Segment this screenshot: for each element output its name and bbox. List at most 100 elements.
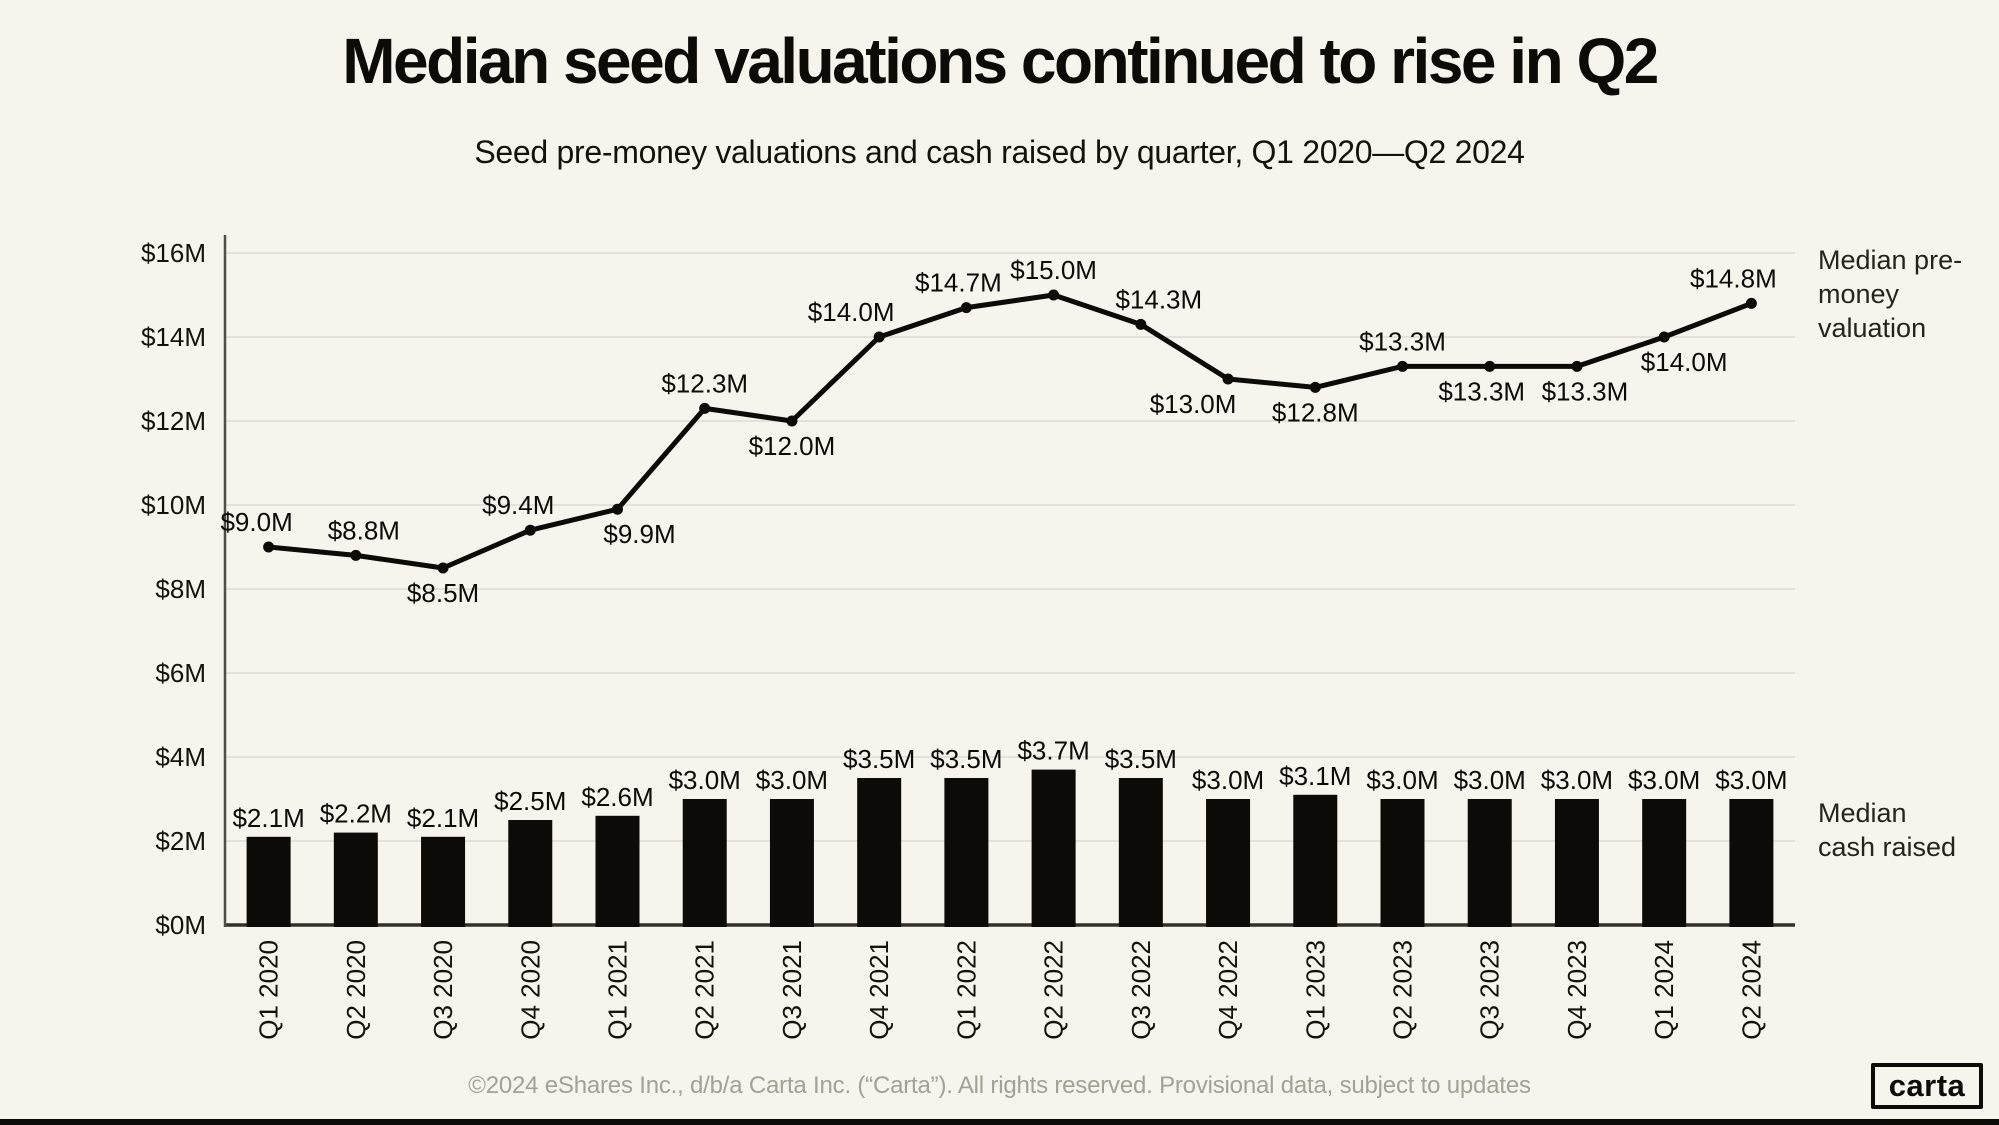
point-value-label: $9.4M: [482, 490, 554, 520]
data-point: [1658, 331, 1670, 343]
carta-logo: carta: [1871, 1063, 1983, 1109]
bar: [595, 815, 640, 927]
data-point: [960, 302, 972, 314]
point-value-label: $13.3M: [1438, 376, 1525, 406]
bar: [682, 799, 727, 927]
data-point: [1048, 289, 1060, 301]
bar-value-label: $3.0M: [1192, 765, 1264, 795]
y-tick-label: $12M: [141, 406, 206, 436]
bar-value-label: $3.5M: [843, 744, 915, 774]
bar: [421, 836, 466, 927]
data-point: [350, 549, 362, 561]
x-tick-label: Q4 2021: [864, 940, 894, 1040]
bar-value-label: $3.0M: [1628, 765, 1700, 795]
bar: [1293, 794, 1338, 927]
data-point: [263, 541, 275, 553]
bar-value-label: $3.7M: [1017, 736, 1089, 766]
x-tick-label: Q3 2022: [1126, 940, 1156, 1040]
y-tick-label: $0M: [155, 910, 206, 940]
x-tick-label: Q1 2021: [603, 940, 633, 1040]
point-value-label: $14.0M: [1641, 347, 1728, 377]
bar-value-label: $3.1M: [1279, 761, 1351, 791]
data-point: [1135, 318, 1147, 330]
data-point: [612, 503, 623, 515]
data-point: [524, 524, 536, 536]
chart-title: Median seed valuations continued to rise…: [342, 25, 1659, 97]
bar: [1380, 799, 1425, 927]
bar-value-label: $3.5M: [1105, 744, 1177, 774]
x-tick-label: Q2 2020: [341, 940, 371, 1040]
x-tick-label: Q4 2020: [515, 940, 545, 1040]
bar-value-label: $3.0M: [1366, 765, 1438, 795]
point-value-label: $14.0M: [808, 297, 895, 327]
bar-value-label: $3.0M: [1541, 765, 1613, 795]
bar: [333, 832, 378, 927]
x-tick-label: Q4 2022: [1213, 940, 1243, 1040]
data-point: [437, 562, 449, 574]
carta-logo-text: carta: [1888, 1068, 1966, 1103]
data-point: [1484, 360, 1496, 372]
point-value-label: $12.3M: [661, 368, 748, 398]
y-tick-label: $6M: [155, 658, 206, 688]
chart-subtitle: Seed pre-money valuations and cash raise…: [474, 134, 1525, 170]
y-tick-label: $4M: [155, 742, 206, 772]
bar: [246, 836, 291, 927]
x-tick-label: Q2 2023: [1388, 940, 1418, 1040]
data-point: [699, 402, 711, 414]
bar-value-label: $2.1M: [407, 803, 479, 833]
point-value-label: $12.8M: [1272, 397, 1359, 427]
bar: [1729, 799, 1774, 927]
point-value-label: $12.0M: [749, 431, 836, 461]
point-value-label: $9.0M: [220, 507, 292, 537]
point-value-label: $13.0M: [1150, 389, 1237, 419]
bar: [857, 778, 902, 927]
x-tick-label: Q3 2020: [428, 940, 458, 1040]
bar: [508, 820, 553, 927]
bar-value-label: $3.0M: [1454, 765, 1526, 795]
x-tick-label: Q1 2023: [1300, 940, 1330, 1040]
bar-value-label: $2.1M: [232, 803, 304, 833]
bar-value-label: $2.2M: [320, 799, 392, 829]
bar: [1031, 769, 1076, 927]
bar-value-label: $3.0M: [669, 765, 741, 795]
point-value-label: $8.5M: [407, 578, 479, 608]
point-value-label: $14.3M: [1115, 284, 1202, 314]
data-point: [1571, 360, 1583, 372]
valuation-line: [266, 292, 1754, 571]
bar-value-label: $3.0M: [1715, 765, 1787, 795]
bar: [1554, 799, 1599, 927]
x-tick-label: Q2 2021: [690, 940, 720, 1040]
bar-value-label: $2.5M: [494, 786, 566, 816]
bar-value-label: $2.6M: [581, 782, 653, 812]
x-tick-label: Q3 2023: [1475, 940, 1505, 1040]
bar: [1467, 799, 1512, 927]
y-tick-label: $2M: [155, 826, 206, 856]
x-tick-label: Q1 2024: [1649, 940, 1679, 1040]
data-point: [1745, 297, 1757, 309]
bar-value-label: $3.0M: [756, 765, 828, 795]
point-value-label: $15.0M: [1010, 255, 1097, 285]
data-point: [873, 331, 885, 343]
bottom-border: [0, 1119, 1999, 1125]
bar-value-label: $3.5M: [930, 744, 1002, 774]
x-tick-label: Q1 2022: [951, 940, 981, 1040]
bar: [1118, 778, 1163, 927]
point-value-label: $9.9M: [603, 519, 675, 549]
x-tick-label: Q2 2024: [1736, 940, 1766, 1040]
y-tick-label: $8M: [155, 574, 206, 604]
x-tick-label: Q2 2022: [1039, 940, 1069, 1040]
bar: [769, 799, 814, 927]
x-tick-label: Q3 2021: [777, 940, 807, 1040]
y-tick-label: $10M: [141, 490, 206, 520]
line-series-label: Median pre-money valuation: [1818, 245, 1963, 344]
bar: [1206, 799, 1251, 927]
y-tick-label: $16M: [141, 238, 206, 268]
point-value-label: $13.3M: [1542, 376, 1629, 406]
data-point: [786, 415, 798, 427]
point-value-label: $14.7M: [915, 268, 1002, 298]
copyright-footer: ©2024 eShares Inc., d/b/a Carta Inc. (“C…: [468, 1072, 1531, 1099]
data-point: [1309, 381, 1321, 393]
bar: [944, 778, 989, 927]
point-value-label: $14.8M: [1690, 263, 1777, 293]
